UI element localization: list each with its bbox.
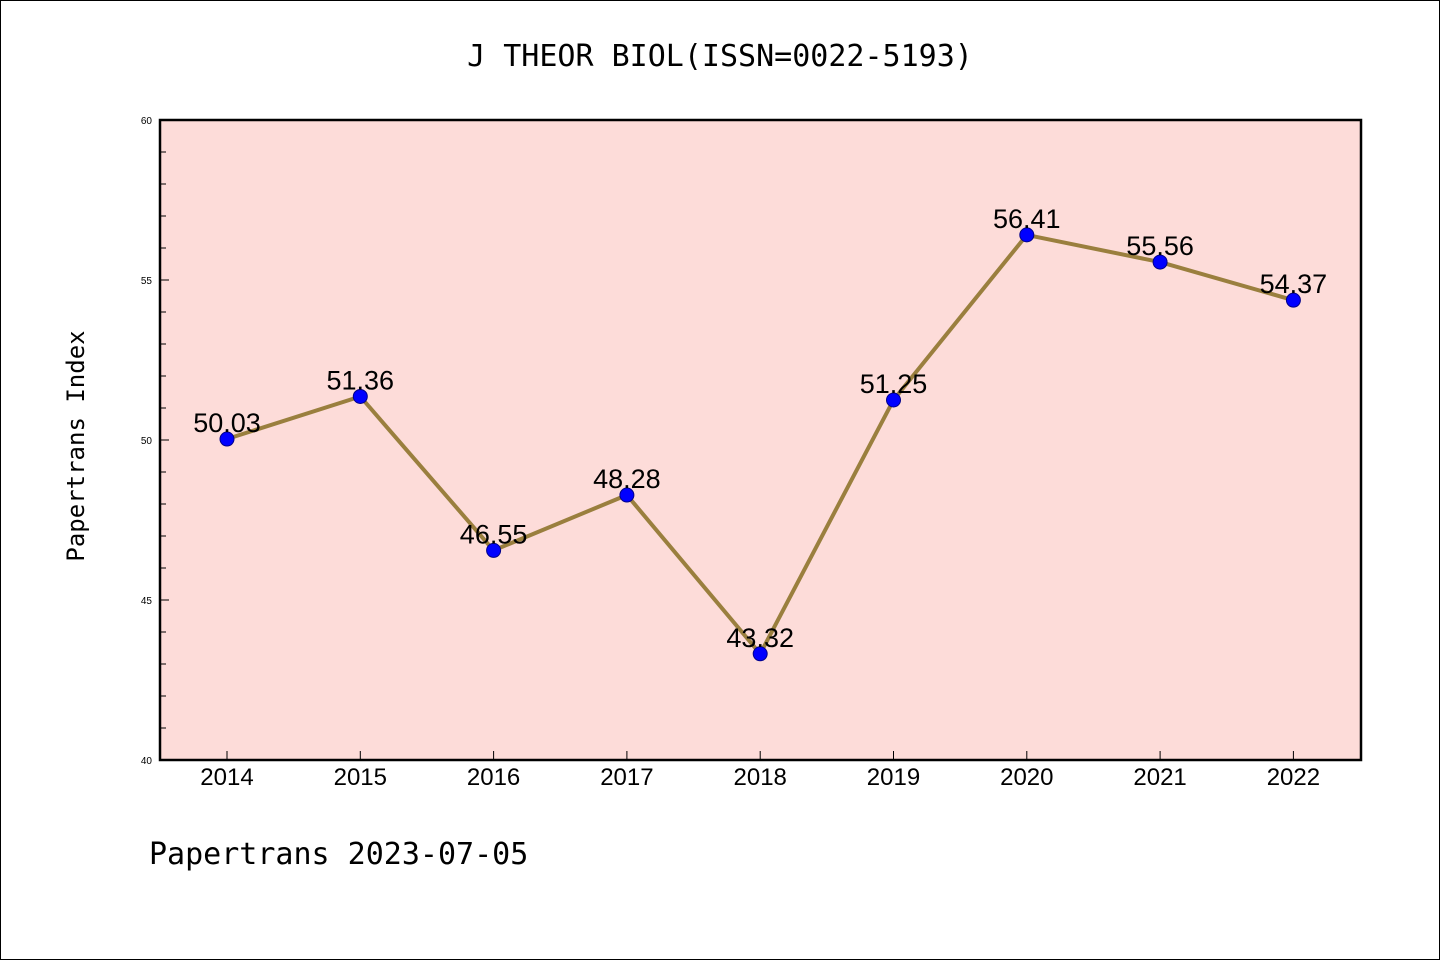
x-tick-label: 2016	[467, 764, 520, 791]
plot-area	[160, 120, 1361, 760]
x-tick-label: 2021	[1133, 764, 1186, 791]
data-point	[352, 388, 368, 404]
y-tick-label: 55	[141, 276, 153, 287]
data-label: 50.03	[193, 408, 261, 438]
x-tick-label: 2020	[1000, 764, 1053, 791]
data-label: 55.56	[1126, 231, 1194, 261]
x-tick-label: 2014	[200, 764, 253, 791]
y-tick-label: 60	[141, 116, 153, 127]
data-point	[1285, 292, 1301, 308]
data-label: 51.36	[327, 365, 395, 395]
x-axis: 2014 2015 2016 2017 2018 2019 2020 2021 2022	[200, 751, 1320, 791]
y-tick-label: 45	[141, 596, 153, 607]
data-markers	[219, 227, 1301, 662]
footer-source: Papertrans 2023-07-05	[149, 837, 528, 872]
data-label: 56.41	[993, 204, 1061, 234]
data-label: 48.28	[593, 464, 661, 494]
data-point	[752, 646, 768, 662]
y-axis-label: Papertrans Index	[62, 330, 90, 561]
chart-title: J THEOR BIOL(ISSN=0022-5193)	[467, 39, 973, 74]
data-point	[486, 542, 502, 558]
x-tick-label: 2015	[334, 764, 387, 791]
data-point	[1019, 227, 1035, 243]
x-tick-label: 2022	[1267, 764, 1320, 791]
data-point	[619, 487, 635, 503]
y-tick-label: 40	[141, 756, 153, 767]
y-tick-label: 50	[141, 436, 153, 447]
data-label: 54.37	[1260, 269, 1328, 299]
data-point	[219, 431, 235, 447]
plot-border	[158, 118, 1363, 762]
data-point	[1152, 254, 1168, 270]
data-point	[886, 392, 901, 408]
x-tick-label: 2017	[600, 764, 653, 791]
data-label: 51.25	[860, 369, 928, 399]
x-tick-label: 2018	[734, 764, 787, 791]
data-labels: 50.03 51.36 46.55 48.28 43.32 51.25 56.41 55.56…	[193, 204, 1327, 653]
data-label: 46.55	[460, 519, 528, 549]
data-label: 43.32	[726, 623, 794, 653]
x-tick-label: 2019	[867, 764, 920, 791]
